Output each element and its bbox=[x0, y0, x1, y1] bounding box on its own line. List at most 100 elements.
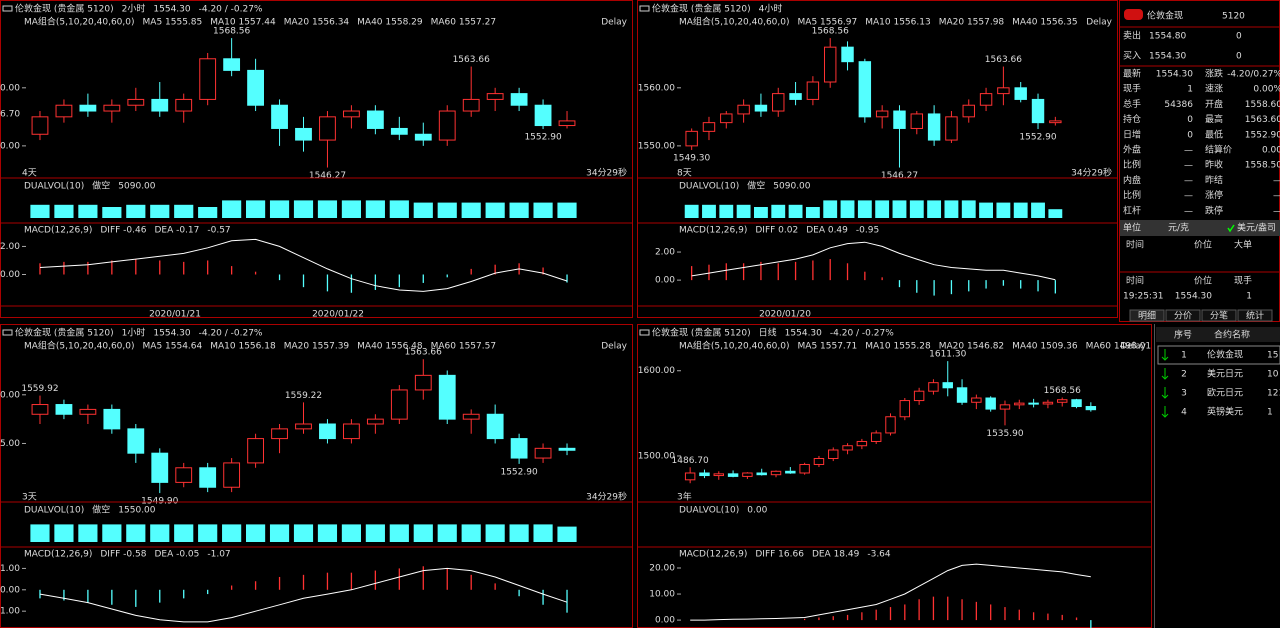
volume-bar bbox=[341, 200, 361, 218]
y-tick-label: 55.00 bbox=[0, 439, 20, 449]
tab[interactable] bbox=[1129, 309, 1165, 322]
candle-body bbox=[799, 463, 810, 474]
tab-label[interactable]: 分笔 bbox=[1210, 310, 1228, 322]
header-text: MA组合(5,10,20,40,60,0) bbox=[679, 340, 790, 352]
macd-diff-line bbox=[691, 241, 1056, 281]
y-tick-label: 50.00 bbox=[0, 141, 20, 151]
footer-right: 34分29秒 bbox=[586, 167, 627, 179]
header-text: 伦敦金现 (贵金属 5120) bbox=[15, 3, 114, 15]
watchlist-value[interactable]: 15 bbox=[1267, 351, 1278, 361]
volume-bar bbox=[246, 200, 266, 218]
watchlist-index[interactable]: 4 bbox=[1181, 408, 1187, 418]
candle-body bbox=[175, 467, 193, 483]
footer-left: 3年 bbox=[677, 491, 692, 503]
footer-left: 8天 bbox=[677, 169, 692, 179]
price-annotation: 1563.66 bbox=[985, 55, 1022, 65]
header-text: DUALVOL(10) bbox=[679, 182, 739, 192]
header-text: DUALVOL(10) bbox=[24, 182, 84, 192]
tab-label[interactable]: 分价 bbox=[1174, 311, 1192, 322]
quote-value: 1563.60 bbox=[1245, 115, 1280, 125]
watchlist-name[interactable]: 伦敦金现 bbox=[1207, 349, 1243, 361]
delay-label: Delay bbox=[1086, 18, 1112, 28]
big-order-header: 时间 bbox=[1126, 239, 1144, 251]
unit-option: 元/克 bbox=[1168, 223, 1189, 234]
header-text: -0.95 bbox=[856, 226, 879, 236]
quote-value: 1552.90 bbox=[1245, 130, 1280, 140]
candle-body bbox=[510, 93, 528, 106]
unit-option[interactable]: 美元/盎司 bbox=[1237, 222, 1276, 234]
candle-body bbox=[899, 400, 911, 418]
quote-value: 0.00% bbox=[1253, 85, 1280, 95]
price-annotation: 1563.66 bbox=[405, 348, 442, 358]
delay-label: Delay bbox=[601, 18, 627, 28]
watchlist-name[interactable]: 美元日元 bbox=[1207, 368, 1243, 380]
candle-body bbox=[319, 116, 336, 141]
price-annotation: 1559.22 bbox=[285, 391, 322, 401]
header-text: 5090.00 bbox=[118, 182, 155, 192]
quote-label: 速涨 bbox=[1205, 84, 1223, 95]
volume-bar bbox=[823, 200, 838, 218]
panel-icon bbox=[639, 5, 650, 12]
watchlist-value[interactable]: 1 bbox=[1267, 408, 1273, 418]
quote-label: 结算价 bbox=[1205, 144, 1232, 156]
tab[interactable] bbox=[1165, 309, 1201, 322]
selected-row bbox=[1157, 345, 1280, 365]
watchlist-name[interactable]: 英镑美元 bbox=[1207, 406, 1243, 418]
candle-body bbox=[684, 472, 696, 481]
candle-body bbox=[127, 98, 145, 106]
watchlist-value[interactable]: 10 bbox=[1267, 370, 1279, 380]
tick-cell: 19:25:31 bbox=[1123, 292, 1163, 302]
bid-ask-volume: 0 bbox=[1236, 52, 1242, 62]
volume-bar bbox=[840, 200, 855, 218]
volume-bar bbox=[533, 202, 553, 218]
header-text: MA20 1556.34 bbox=[284, 18, 350, 28]
tab[interactable] bbox=[1201, 309, 1237, 322]
volume-bar bbox=[293, 524, 314, 542]
candle-body bbox=[1085, 406, 1097, 411]
candle-body bbox=[127, 428, 145, 454]
candle-body bbox=[247, 69, 264, 106]
quote-code: 5120 bbox=[1222, 12, 1245, 22]
watchlist-index[interactable]: 2 bbox=[1181, 370, 1187, 380]
tab-label[interactable]: 统计 bbox=[1246, 310, 1264, 322]
volume-bar bbox=[961, 200, 976, 218]
quote-label: 外盘 bbox=[1123, 144, 1141, 156]
macd-tick-label: 0.00 bbox=[0, 270, 20, 280]
price-annotation: 1552.90 bbox=[524, 133, 561, 143]
candle-body bbox=[366, 418, 384, 425]
candle-body bbox=[942, 382, 953, 389]
candle-body bbox=[910, 113, 924, 129]
candle-body bbox=[913, 390, 925, 402]
header-text: MA组合(5,10,20,40,60,0) bbox=[679, 16, 790, 28]
header-text: MA10 1555.28 bbox=[865, 342, 931, 352]
watchlist-name[interactable]: 欧元日元 bbox=[1207, 387, 1243, 399]
header-text: 做空 bbox=[747, 180, 765, 192]
tab[interactable] bbox=[1237, 309, 1273, 322]
tab-label[interactable]: 明细 bbox=[1138, 310, 1156, 322]
header-text: 1554.30 bbox=[785, 329, 822, 339]
quote-value: 1554.30 bbox=[1156, 70, 1193, 80]
candle-body bbox=[785, 470, 796, 474]
candle-body bbox=[343, 110, 360, 118]
watchlist-value[interactable]: 121 bbox=[1267, 389, 1280, 399]
header-text: DEA -0.05 bbox=[154, 550, 199, 560]
candle-body bbox=[223, 58, 241, 71]
candle-body bbox=[1049, 120, 1062, 124]
quote-logo bbox=[1124, 9, 1143, 20]
quote-value: — bbox=[1184, 176, 1193, 186]
volume-bar bbox=[485, 524, 505, 542]
watchlist-index[interactable]: 3 bbox=[1181, 389, 1187, 399]
chart-panel: 伦敦金现 (贵金属 5120) 1小时 1554.30 -4.20 / -0.27% M… bbox=[0, 324, 633, 628]
price-annotation: 1549.30 bbox=[673, 153, 710, 163]
header-text: DIFF 0.02 bbox=[755, 226, 798, 236]
volume-bar bbox=[341, 524, 361, 542]
quote-value: — bbox=[1184, 206, 1193, 216]
footer-right: 34分29秒 bbox=[1071, 167, 1112, 179]
header-text: MA60 1557.57 bbox=[431, 342, 496, 352]
volume-bar bbox=[174, 524, 194, 542]
volume-bar bbox=[150, 204, 170, 218]
watchlist-index[interactable]: 1 bbox=[1181, 351, 1187, 361]
macd-tick-label: -1.00 bbox=[0, 607, 20, 617]
quote-value: — bbox=[1184, 191, 1193, 201]
